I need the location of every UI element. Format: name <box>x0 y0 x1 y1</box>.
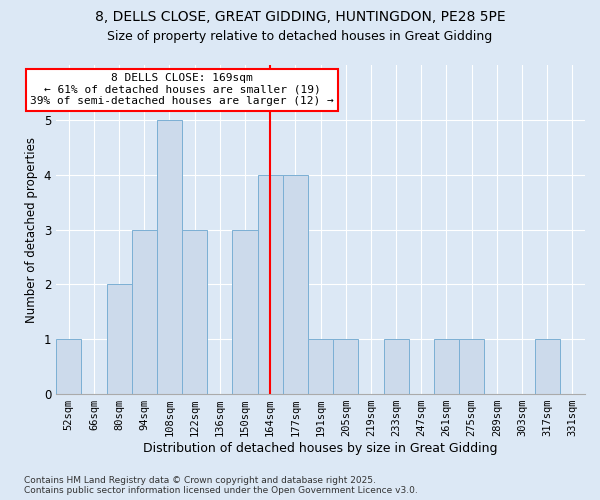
Text: Size of property relative to detached houses in Great Gidding: Size of property relative to detached ho… <box>107 30 493 43</box>
Bar <box>333 339 358 394</box>
Bar <box>434 339 459 394</box>
Bar <box>257 174 283 394</box>
Bar <box>535 339 560 394</box>
Text: Contains HM Land Registry data © Crown copyright and database right 2025.
Contai: Contains HM Land Registry data © Crown c… <box>24 476 418 495</box>
Bar <box>232 230 257 394</box>
Bar <box>157 120 182 394</box>
Text: 8 DELLS CLOSE: 169sqm
← 61% of detached houses are smaller (19)
39% of semi-deta: 8 DELLS CLOSE: 169sqm ← 61% of detached … <box>30 73 334 106</box>
Bar <box>459 339 484 394</box>
X-axis label: Distribution of detached houses by size in Great Gidding: Distribution of detached houses by size … <box>143 442 498 455</box>
Text: 8, DELLS CLOSE, GREAT GIDDING, HUNTINGDON, PE28 5PE: 8, DELLS CLOSE, GREAT GIDDING, HUNTINGDO… <box>95 10 505 24</box>
Bar <box>132 230 157 394</box>
Y-axis label: Number of detached properties: Number of detached properties <box>25 136 38 322</box>
Bar <box>283 174 308 394</box>
Bar <box>383 339 409 394</box>
Bar <box>107 284 132 394</box>
Bar <box>56 339 82 394</box>
Bar <box>308 339 333 394</box>
Bar <box>182 230 207 394</box>
